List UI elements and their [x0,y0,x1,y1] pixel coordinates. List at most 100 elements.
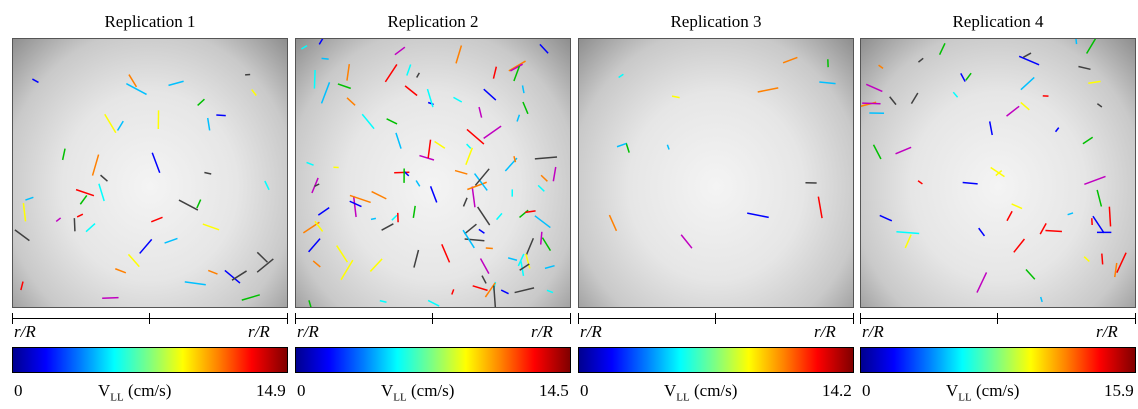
streak [102,296,119,300]
streak [427,139,432,159]
subscript: LL [110,391,124,404]
streak [464,223,477,235]
streak [878,64,884,69]
particle-image [12,38,288,308]
streaks [300,26,558,317]
streak [104,113,117,134]
streak [819,81,836,85]
streak [207,269,218,275]
streak [184,281,206,286]
streak [98,183,105,202]
streak [386,118,398,125]
streak [256,251,269,263]
streak [352,195,357,218]
streak [865,83,883,93]
symbol: V [664,381,677,400]
streak [1096,103,1103,108]
colorbar [295,347,571,373]
streak [1082,136,1094,145]
streak [404,85,418,97]
streak [508,60,526,72]
streak [151,152,161,173]
streak [1083,256,1090,263]
streak [241,294,260,301]
streak [965,72,972,81]
streak [1022,52,1032,58]
streak [1096,189,1103,207]
scale-tick [12,313,13,324]
streak [782,56,798,64]
streak [391,214,398,221]
streak [150,216,163,223]
streak [817,196,823,219]
scale-tick [287,313,288,324]
streak [127,253,140,268]
scale-tick [1135,313,1136,324]
streak [14,229,30,242]
streak [522,101,529,115]
streak [462,229,475,249]
streak [544,264,555,270]
streak [455,45,463,64]
streak [321,57,329,60]
streak [514,287,535,294]
streak [231,270,247,281]
right-label: r/R [531,322,553,341]
streak [1020,76,1035,91]
streak [1011,203,1023,210]
streak [1114,262,1118,278]
streak [1078,65,1091,71]
streak [519,263,530,271]
streak [1045,229,1062,233]
symbol: V [98,381,111,400]
streak [466,128,485,145]
streak [472,285,488,292]
streak [671,95,680,99]
scale-tick [853,313,854,324]
streak [75,188,95,197]
streak [513,155,517,163]
streak [546,289,554,294]
streak [349,194,371,204]
streak [1092,215,1105,234]
right-label: r/R [1096,322,1118,341]
streak [164,237,178,244]
streak [1116,252,1127,274]
colorbar-max: 14.2 [822,381,852,400]
symbol: V [946,381,959,400]
streak [1018,55,1040,66]
streak [552,166,557,182]
left-label: r/R [297,322,319,341]
streak [466,143,472,149]
streak [125,82,147,96]
scale-bar [295,313,571,324]
streak [516,114,521,122]
streak [525,237,535,256]
scale-bar [578,313,854,324]
streak [862,102,881,105]
streak [317,207,330,216]
streak [370,217,377,221]
colorbar [12,347,288,373]
panel-title: Replication 1 [104,12,196,31]
streak [340,259,354,281]
unit: (cm/s) [410,381,455,400]
streak [534,215,551,229]
subscript: LL [393,391,407,404]
colorbar [578,347,854,373]
streak [384,64,398,83]
particle-image [578,38,854,308]
streak [484,282,496,298]
streak [76,213,84,218]
streak [426,88,434,108]
panel-title: Replication 4 [952,12,1044,31]
streak [988,121,993,136]
streak [1013,238,1026,253]
streak [618,73,624,79]
streak [79,194,88,205]
streak [616,142,627,148]
streak [1025,269,1036,280]
streak [680,234,693,249]
scale-tick [578,313,579,324]
